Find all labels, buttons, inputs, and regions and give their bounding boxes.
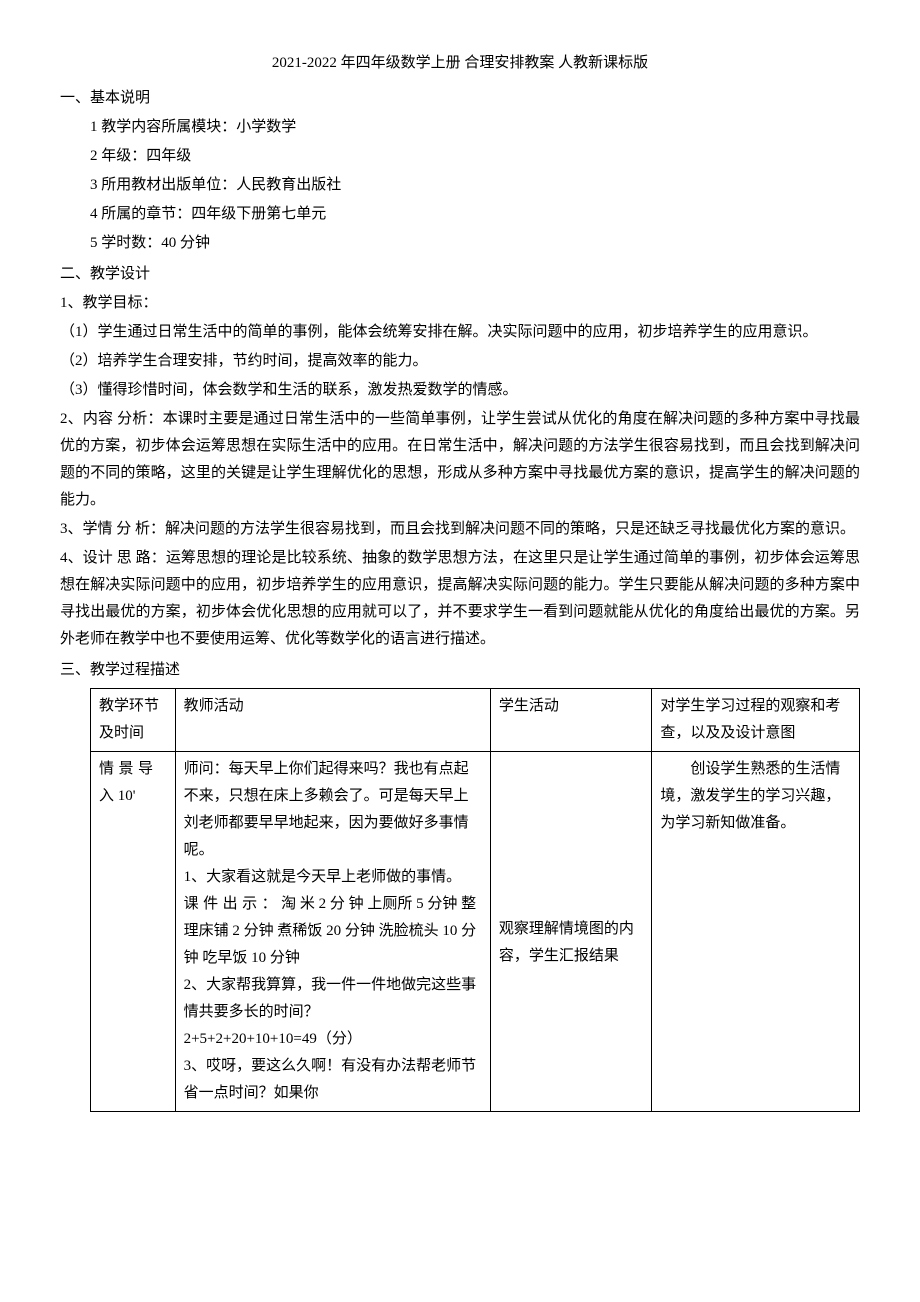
- basic-info-item-4: 4 所属的章节：四年级下册第七单元: [90, 201, 860, 228]
- process-table: 教学环节及时间 教师活动 学生活动 对学生学习过程的观察和考查，以及及设计意图 …: [90, 688, 860, 1112]
- row1-col1-line1: 情景导: [99, 756, 167, 783]
- row1-col2-p5: 2+5+2+20+10+10=49（分）: [184, 1026, 482, 1053]
- section-basic-info-heading: 一、基本说明: [60, 85, 860, 112]
- header-col3: 学生活动: [490, 689, 651, 752]
- section-design-heading: 二、教学设计: [60, 261, 860, 288]
- row1-col4: 创设学生熟悉的生活情境，激发学生的学习兴趣，为学习新知做准备。: [652, 752, 860, 1112]
- header-col2: 教师活动: [175, 689, 490, 752]
- design-thinking: 4、设计 思 路：运筹思想的理论是比较系统、抽象的数学思想方法，在这里只是让学生…: [60, 545, 860, 653]
- row1-col2-p4: 2、大家帮我算算，我一件一件地做完这些事情共要多长的时间？: [184, 972, 482, 1026]
- basic-info-item-3: 3 所用教材出版单位：人民教育出版社: [90, 172, 860, 199]
- content-analysis: 2、内容 分析：本课时主要是通过日常生活中的一些简单事例，让学生尝试从优化的角度…: [60, 406, 860, 514]
- row1-col2-p2: 1、大家看这就是今天早上老师做的事情。: [184, 864, 482, 891]
- objective-3: （3）懂得珍惜时间，体会数学和生活的联系，激发热爱数学的情感。: [60, 377, 860, 404]
- basic-info-item-2: 2 年级：四年级: [90, 143, 860, 170]
- row1-col2-p3-label: 课件出示：: [184, 896, 282, 912]
- objectives-heading: 1、教学目标：: [60, 290, 860, 317]
- row1-col3: 观察理解情境图的内容，学生汇报结果: [490, 752, 651, 1112]
- basic-info-item-5: 5 学时数：40 分钟: [90, 230, 860, 257]
- table-row: 情景导 入 10' 师问：每天早上你们起得来吗？我也有点起不来，只想在床上多赖会…: [91, 752, 860, 1112]
- row1-col2-p3: 课件出示：淘 米 2 分 钟 上厕所 5 分钟 整理床铺 2 分钟 煮稀饭 20…: [184, 891, 482, 972]
- section-process-heading: 三、教学过程描述: [60, 657, 860, 684]
- header-col4: 对学生学习过程的观察和考查，以及及设计意图: [652, 689, 860, 752]
- row1-col1: 情景导 入 10': [91, 752, 176, 1112]
- objective-2: （2）培养学生合理安排，节约时间，提高效率的能力。: [60, 348, 860, 375]
- header-col1: 教学环节及时间: [91, 689, 176, 752]
- row1-col1-line2: 入 10': [99, 783, 167, 810]
- basic-info-item-1: 1 教学内容所属模块：小学数学: [90, 114, 860, 141]
- document-title: 2021-2022 年四年级数学上册 合理安排教案 人教新课标版: [60, 50, 860, 77]
- row1-col2-p1: 师问：每天早上你们起得来吗？我也有点起不来，只想在床上多赖会了。可是每天早上刘老…: [184, 756, 482, 864]
- learner-analysis: 3、学情 分 析：解决问题的方法学生很容易找到，而且会找到解决问题不同的策略，只…: [60, 516, 860, 543]
- row1-col2-p6: 3、哎呀，要这么久啊！有没有办法帮老师节省一点时间？如果你: [184, 1053, 482, 1107]
- row1-col3-text: 观察理解情境图的内容，学生汇报结果: [499, 916, 643, 970]
- row1-col4-text: 创设学生熟悉的生活情境，激发学生的学习兴趣，为学习新知做准备。: [660, 756, 851, 837]
- row1-col2: 师问：每天早上你们起得来吗？我也有点起不来，只想在床上多赖会了。可是每天早上刘老…: [175, 752, 490, 1112]
- objective-1: （1）学生通过日常生活中的简单的事例，能体会统筹安排在解。决实际问题中的应用，初…: [60, 319, 860, 346]
- table-header-row: 教学环节及时间 教师活动 学生活动 对学生学习过程的观察和考查，以及及设计意图: [91, 689, 860, 752]
